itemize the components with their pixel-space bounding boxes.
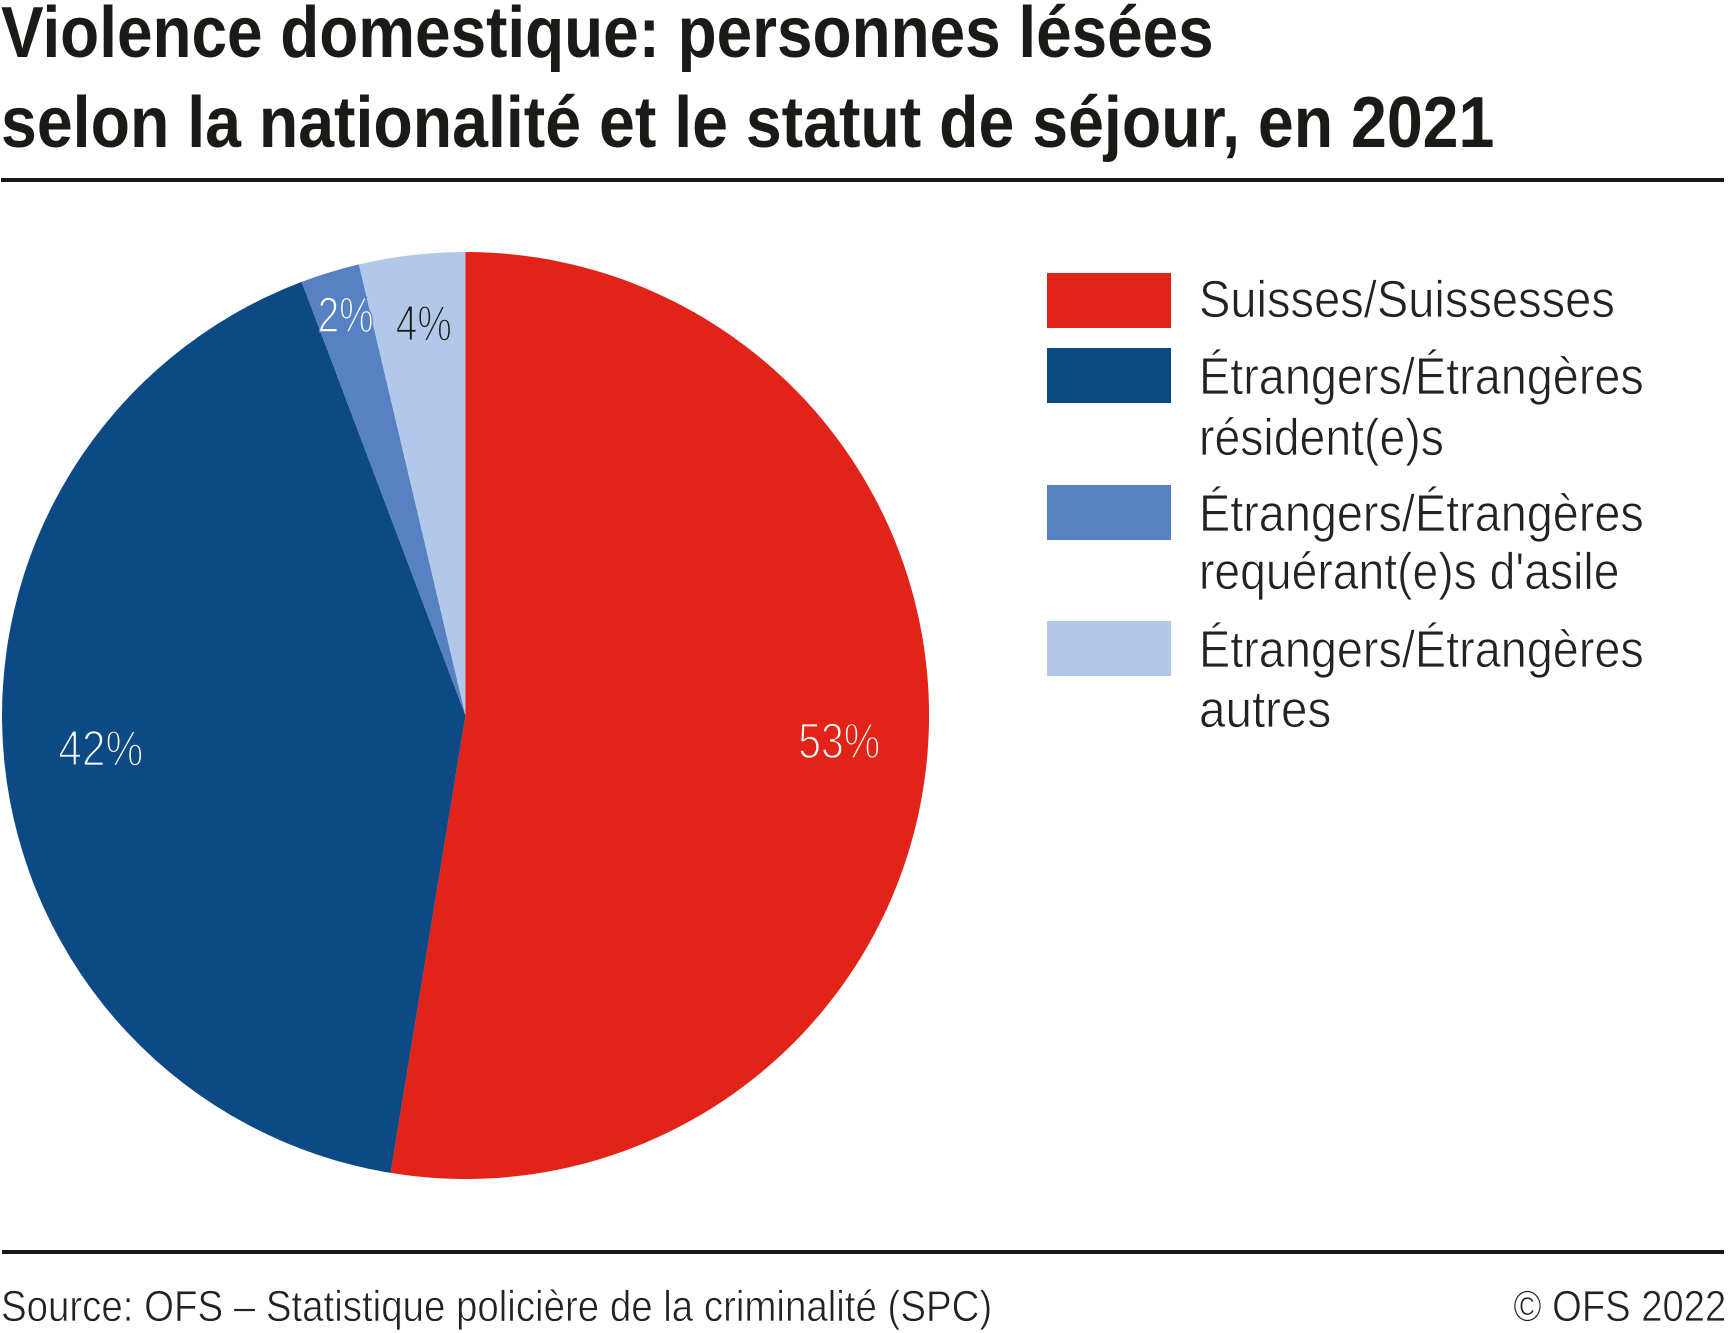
svg-text:53%: 53% bbox=[798, 712, 880, 769]
svg-text:42%: 42% bbox=[58, 719, 143, 776]
svg-text:4%: 4% bbox=[396, 294, 452, 351]
svg-text:2%: 2% bbox=[318, 286, 374, 343]
